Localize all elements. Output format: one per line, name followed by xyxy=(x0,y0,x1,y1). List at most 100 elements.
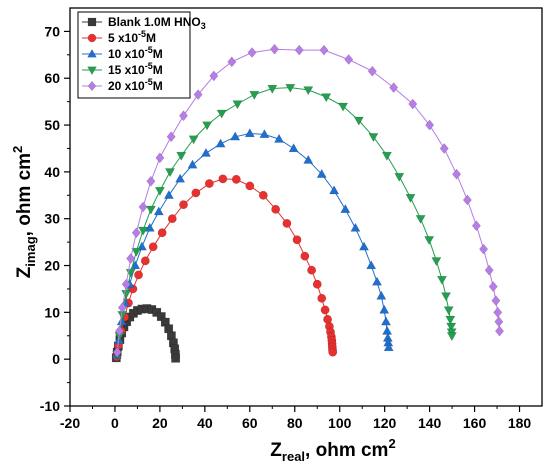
data-point xyxy=(227,56,237,68)
y-tick-label: 50 xyxy=(44,117,60,133)
data-point xyxy=(389,82,399,94)
data-point xyxy=(166,131,176,143)
x-tick-label: 60 xyxy=(242,415,258,431)
legend-label: 10 x10-5M xyxy=(108,45,163,61)
data-point xyxy=(259,129,270,139)
data-point xyxy=(270,43,280,55)
data-point xyxy=(200,147,212,157)
x-tick-label: 20 xyxy=(152,415,168,431)
data-point xyxy=(366,260,377,270)
data-point xyxy=(376,290,387,300)
data-point xyxy=(353,116,364,126)
data-point xyxy=(258,190,268,200)
data-point xyxy=(191,188,201,198)
data-point xyxy=(117,302,127,314)
y-tick-label: 30 xyxy=(44,211,60,227)
x-tick-label: 100 xyxy=(328,415,352,431)
data-point xyxy=(202,121,213,131)
y-tick-label: 20 xyxy=(44,258,60,274)
data-point xyxy=(121,290,132,299)
series-layer xyxy=(111,43,505,363)
data-point xyxy=(446,332,457,342)
data-point xyxy=(340,204,351,213)
data-point xyxy=(471,220,481,232)
data-point xyxy=(382,325,393,335)
x-tick-label: 180 xyxy=(508,415,532,431)
data-point xyxy=(431,257,442,267)
data-point xyxy=(383,342,394,352)
data-point xyxy=(175,173,186,183)
data-point xyxy=(126,253,136,264)
data-point xyxy=(121,278,131,290)
data-point xyxy=(231,174,241,184)
data-point xyxy=(140,256,150,266)
data-point xyxy=(216,109,227,119)
legend-label: Blank 1.0M HNO3 xyxy=(108,15,206,31)
data-point xyxy=(350,222,361,232)
data-point xyxy=(371,276,383,286)
y-tick-label: 70 xyxy=(44,23,60,39)
data-point xyxy=(303,154,314,164)
data-point xyxy=(443,306,454,316)
data-point xyxy=(146,175,156,187)
data-point xyxy=(153,206,164,216)
data-point xyxy=(321,93,332,103)
data-point xyxy=(436,275,448,285)
data-point xyxy=(114,325,124,337)
data-point xyxy=(87,80,97,92)
data-point xyxy=(425,119,435,131)
data-point xyxy=(178,110,189,122)
data-point xyxy=(134,270,144,280)
data-point xyxy=(271,204,281,214)
y-tick-label: 10 xyxy=(44,304,60,320)
y-tick-label: 40 xyxy=(44,164,60,180)
data-point xyxy=(320,305,330,315)
data-point xyxy=(244,128,255,138)
data-point xyxy=(312,279,322,289)
data-point xyxy=(193,89,203,101)
data-point xyxy=(288,143,299,153)
data-point xyxy=(167,214,177,224)
data-point xyxy=(379,304,390,314)
data-point xyxy=(380,316,392,326)
data-point xyxy=(171,353,181,363)
legend-item-1: Blank 1.0M HNO3 xyxy=(82,15,206,31)
data-point xyxy=(137,226,149,236)
legend-item-5: 20 x10-5M xyxy=(82,77,163,93)
data-point xyxy=(267,84,278,94)
data-point xyxy=(307,265,317,275)
series-line xyxy=(116,178,334,357)
y-tick-label: 60 xyxy=(44,70,60,86)
data-point xyxy=(163,189,174,199)
legend-label: 15 x10-5M xyxy=(108,61,163,77)
data-point xyxy=(155,152,165,164)
data-point xyxy=(440,292,452,302)
data-point xyxy=(381,151,392,161)
data-point xyxy=(273,133,285,143)
data-point xyxy=(230,131,241,141)
data-point xyxy=(368,133,379,143)
x-tick-label: 140 xyxy=(418,415,442,431)
y-tick-label: -10 xyxy=(40,398,60,414)
axes: -20 0 20 40 60 80 100 120 140 160 180 -10 0 10 20 30 40 5… xyxy=(40,7,543,431)
data-point xyxy=(445,315,456,325)
data-point xyxy=(338,102,349,112)
legend-label: 5 x10-5M xyxy=(108,29,156,45)
data-point xyxy=(292,235,302,245)
series-5 xyxy=(112,43,505,358)
data-point xyxy=(494,316,504,328)
data-point xyxy=(285,83,296,93)
data-point xyxy=(87,33,97,43)
data-point xyxy=(452,168,462,180)
series-4 xyxy=(112,83,457,360)
x-axis-title: Zreal, ohm cm2 xyxy=(270,436,395,464)
data-point xyxy=(232,100,243,110)
data-point xyxy=(188,135,199,145)
legend-item-3: 10 x10-5M xyxy=(82,45,163,61)
data-point xyxy=(249,91,260,100)
data-point xyxy=(157,228,167,238)
data-point xyxy=(187,159,198,169)
x-tick-label: 0 xyxy=(111,415,119,431)
data-point xyxy=(148,242,158,252)
data-point xyxy=(179,200,188,210)
